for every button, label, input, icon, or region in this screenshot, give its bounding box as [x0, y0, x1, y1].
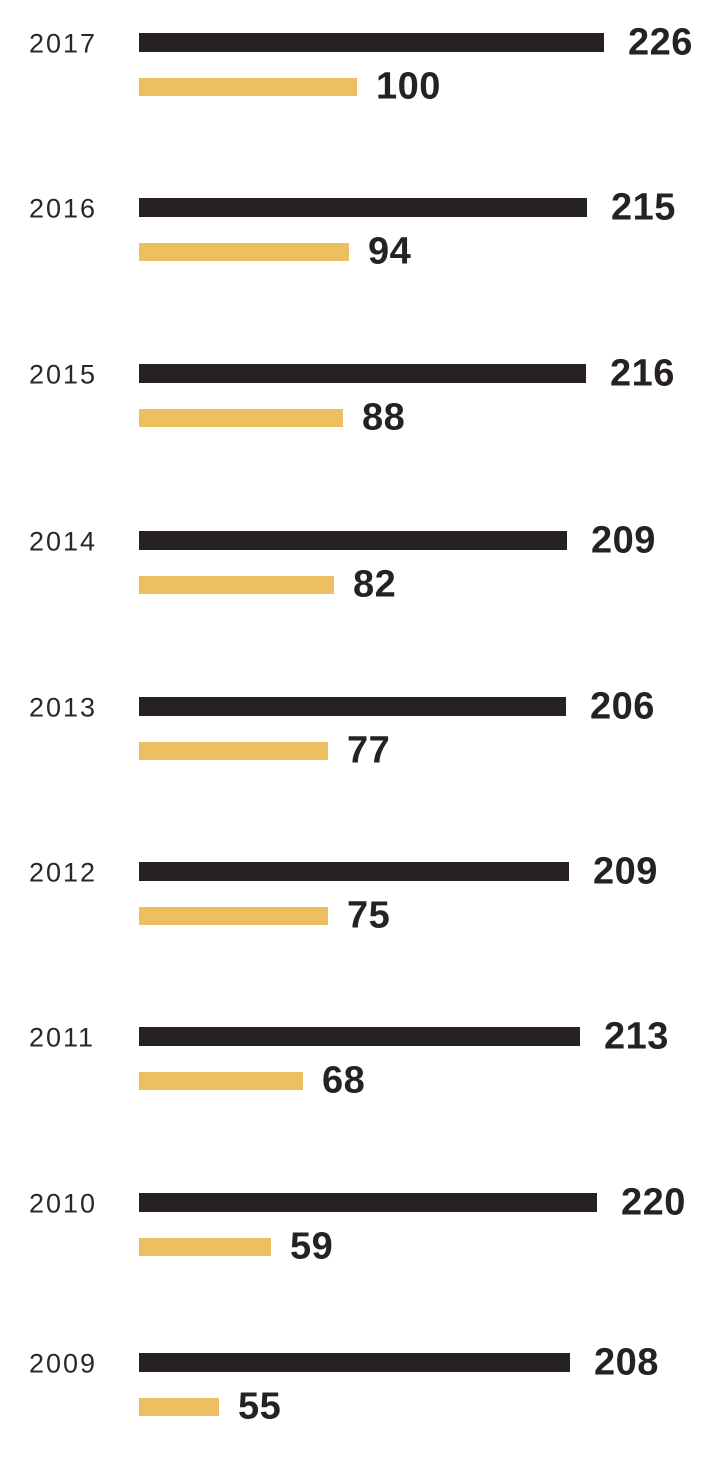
year-label: 2013: [29, 692, 98, 722]
year-group-2013: 2013 206 77: [0, 685, 719, 772]
gold-bar-value-label: 82: [353, 563, 397, 606]
gold-bar: [139, 907, 328, 925]
gold-bar: [139, 1238, 271, 1256]
black-bar-value-label: 215: [611, 186, 676, 228]
gold-bar-value-label: 100: [376, 65, 441, 108]
year-group-2009: 2009 208 55: [0, 1341, 719, 1428]
black-bar: [139, 364, 586, 383]
gold-bar-value-label: 94: [368, 230, 412, 273]
black-bar: [139, 1027, 580, 1046]
black-bar-value-label: 220: [621, 1181, 686, 1223]
gold-bar-value-label: 59: [290, 1225, 334, 1268]
black-bar: [139, 1353, 570, 1372]
black-bar: [139, 862, 569, 881]
black-bar-value-label: 209: [593, 850, 658, 892]
black-bar-value-label: 226: [628, 21, 693, 63]
gold-bar: [139, 78, 357, 96]
gold-bar-value-label: 68: [322, 1059, 366, 1102]
gold-bar: [139, 243, 349, 261]
black-bar: [139, 697, 566, 716]
gold-bar: [139, 409, 343, 427]
black-bar: [139, 33, 604, 52]
year-group-2010: 2010 220 59: [0, 1181, 719, 1268]
year-group-2011: 2011 213 68: [0, 1015, 719, 1102]
black-bar: [139, 1193, 597, 1212]
gold-bar: [139, 742, 328, 760]
gold-bar: [139, 1398, 219, 1416]
black-bar-value-label: 216: [610, 352, 675, 394]
year-group-2016: 2016 215 94: [0, 186, 719, 273]
year-label: 2012: [29, 857, 98, 887]
gold-bar: [139, 576, 334, 594]
year-group-2012: 2012 209 75: [0, 850, 719, 937]
year-label: 2015: [29, 359, 98, 389]
gold-bar: [139, 1072, 303, 1090]
gold-bar-value-label: 55: [238, 1385, 282, 1428]
year-label: 2014: [29, 526, 98, 556]
year-label: 2011: [29, 1022, 96, 1052]
gold-bar-value-label: 88: [362, 396, 406, 439]
gold-bar-value-label: 75: [347, 894, 391, 937]
gold-bar-value-label: 77: [347, 729, 391, 772]
black-bar-value-label: 213: [604, 1015, 669, 1057]
year-label: 2017: [29, 28, 98, 58]
year-label: 2016: [29, 193, 98, 223]
black-bar-value-label: 208: [594, 1341, 659, 1383]
black-bar: [139, 198, 587, 217]
year-label: 2010: [29, 1188, 98, 1218]
year-group-2014: 2014 209 82: [0, 519, 719, 606]
year-group-2015: 2015 216 88: [0, 352, 719, 439]
black-bar: [139, 531, 567, 550]
year-label: 2009: [29, 1348, 98, 1378]
black-bar-value-label: 209: [591, 519, 656, 561]
year-group-2017: 2017 226 100: [0, 21, 719, 108]
black-bar-value-label: 206: [590, 685, 655, 727]
